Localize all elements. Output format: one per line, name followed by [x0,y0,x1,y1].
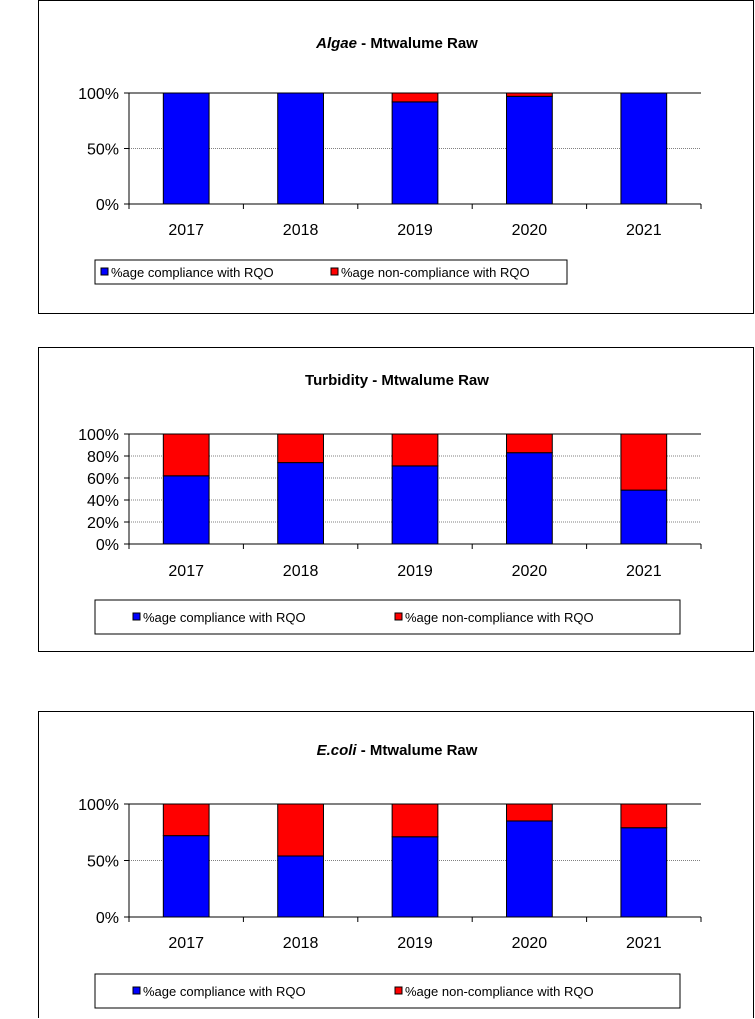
bar-compliance-2021 [620,92,668,205]
bar-non-compliance-2017 [162,433,210,477]
y-tick-label: 0% [96,910,119,927]
y-tick-label: 80% [87,449,119,466]
bar-compliance-2020 [506,820,553,918]
bar-non-compliance-2020 [506,92,553,97]
ecoli-chart-panel: E.coli - Mtwalume Raw 0% 50% 100% 2017 2018 20… [38,711,754,1018]
x-tick-label: 2021 [626,935,662,952]
x-tick-label: 2019 [397,222,433,239]
legend-swatch-non-compliance [394,612,403,621]
legend-label-non-compliance: %age non-compliance with RQO [405,610,594,625]
bar-compliance-2017 [162,475,210,545]
x-tick-label: 2021 [626,563,662,580]
bar-compliance-2020 [506,95,553,205]
x-tick-label: 2019 [397,563,433,580]
bar-compliance-2018 [277,855,324,918]
x-tick-label: 2017 [168,563,204,580]
legend-swatch-non-compliance [394,986,403,995]
chart-title: Algae - Mtwalume Raw [315,35,478,52]
algae-chart-panel: Algae - Mtwalume Raw 0% 50% 100% 2017 2018 201… [38,0,754,314]
bar-non-compliance-2021 [620,803,668,829]
legend-box [94,599,681,635]
x-tick-label: 2021 [626,222,662,239]
y-tick-label: 100% [78,86,119,103]
bar-non-compliance-2018 [277,433,324,464]
ecoli-chart: E.coli - Mtwalume Raw 0% 50% 100% 2017 2018 20… [78,742,702,1009]
bar-compliance-2018 [277,462,324,545]
legend-box [94,973,681,1009]
bar-compliance-2019 [391,836,439,918]
x-tick-label: 2020 [512,563,548,580]
x-tick-label: 2018 [283,222,319,239]
legend-label-compliance: %age compliance with RQO [111,265,274,280]
x-tick-label: 2017 [168,222,204,239]
x-tick-label: 2017 [168,935,204,952]
legend-label-compliance: %age compliance with RQO [143,610,306,625]
chart-title: E.coli - Mtwalume Raw [317,742,478,759]
x-tick-label: 2020 [512,935,548,952]
bar-non-compliance-2019 [391,433,439,467]
x-tick-label: 2020 [512,222,548,239]
bar-non-compliance-2020 [506,433,553,454]
turbidity-chart-panel: Turbidity - Mtwalume Raw 0% 20% 40% 60% 80% 10… [38,347,754,652]
bar-non-compliance-2018 [277,803,324,857]
y-tick-label: 50% [87,142,119,159]
bar-non-compliance-2020 [506,803,553,822]
y-tick-label: 60% [87,471,119,488]
x-tick-label: 2018 [283,563,319,580]
legend-label-non-compliance: %age non-compliance with RQO [341,265,530,280]
bar-non-compliance-2021 [620,433,668,491]
bar-non-compliance-2017 [162,803,210,837]
y-tick-label: 0% [96,197,119,214]
algae-chart: Algae - Mtwalume Raw 0% 50% 100% 2017 2018 201… [78,35,702,285]
legend-swatch-compliance [132,612,141,621]
bar-non-compliance-2019 [391,92,439,103]
bar-compliance-2017 [162,92,210,205]
bar-compliance-2019 [391,465,439,545]
y-tick-label: 20% [87,515,119,532]
y-tick-label: 100% [78,797,119,814]
legend-swatch-compliance [100,267,109,276]
y-tick-label: 100% [78,427,119,444]
y-tick-label: 50% [87,854,119,871]
legend-swatch-compliance [132,986,141,995]
x-tick-label: 2019 [397,935,433,952]
bar-compliance-2019 [391,101,439,205]
bar-compliance-2020 [506,452,553,545]
legend-label-non-compliance: %age non-compliance with RQO [405,984,594,999]
bar-compliance-2021 [620,827,668,918]
x-tick-label: 2018 [283,935,319,952]
bar-non-compliance-2019 [391,803,439,838]
y-tick-label: 40% [87,493,119,510]
y-tick-label: 0% [96,537,119,554]
bar-compliance-2018 [277,92,324,205]
bar-compliance-2021 [620,489,668,545]
legend-swatch-non-compliance [330,267,339,276]
bar-compliance-2017 [162,835,210,918]
chart-title: Turbidity - Mtwalume Raw [305,372,489,389]
legend-label-compliance: %age compliance with RQO [143,984,306,999]
turbidity-chart: Turbidity - Mtwalume Raw 0% 20% 40% 60% 80% 10… [78,372,702,635]
